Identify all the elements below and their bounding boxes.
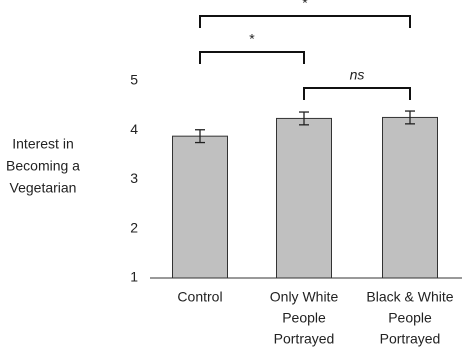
significance-label: * <box>302 0 308 11</box>
significance-label: * <box>249 31 255 47</box>
y-tick-label: 5 <box>130 72 138 88</box>
y-axis-label: Becoming a <box>6 158 80 174</box>
x-tick-label: Only White <box>270 289 339 305</box>
x-tick-label: Portrayed <box>274 331 335 347</box>
y-tick-label: 4 <box>130 121 138 137</box>
significance-bracket <box>303 87 411 100</box>
y-axis-label: Interest in <box>12 136 73 152</box>
x-tick-label: People <box>282 310 326 326</box>
bar <box>276 117 332 279</box>
y-tick-label: 1 <box>130 269 138 285</box>
y-tick-label: 3 <box>130 170 138 186</box>
y-tick-label: 2 <box>130 219 138 235</box>
x-tick-label: Portrayed <box>380 331 441 347</box>
y-axis-label: Vegetarian <box>10 180 77 196</box>
bar <box>382 116 438 279</box>
significance-label: ns <box>350 67 365 83</box>
x-tick-label: Black & White <box>366 289 453 305</box>
significance-bracket <box>199 15 411 28</box>
significance-bracket <box>199 51 305 64</box>
x-tick-label: Control <box>177 289 222 305</box>
bar <box>172 135 228 279</box>
x-tick-label: People <box>388 310 432 326</box>
